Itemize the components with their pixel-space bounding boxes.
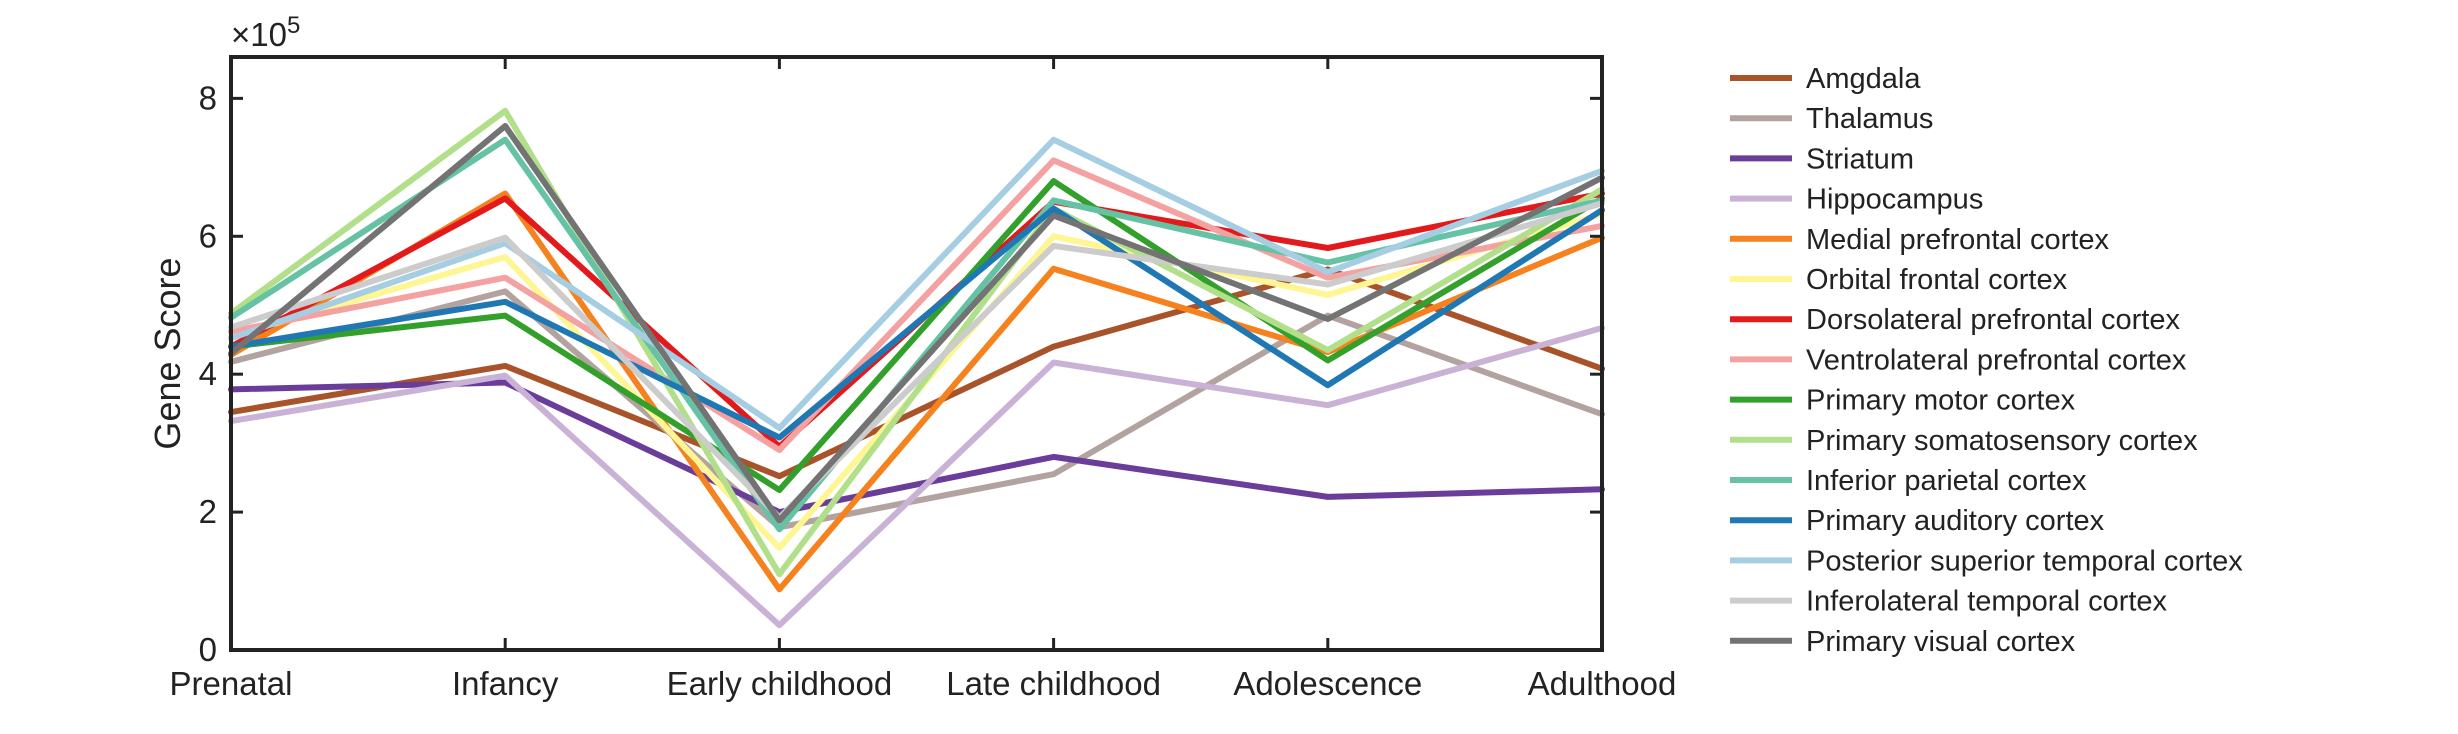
series-line-9 (228, 178, 1605, 493)
y-axis-label: Gene Score (147, 257, 188, 449)
y-tick-label: 0 (199, 631, 217, 668)
x-tick-label: Late childhood (946, 665, 1161, 702)
legend-label: Primary auditory cortex (1806, 505, 2105, 537)
x-tick-label: Early childhood (667, 665, 893, 702)
series-layer (228, 107, 1605, 629)
y-exponent: 5 (287, 12, 300, 39)
legend-label: Inferior parietal cortex (1806, 465, 2087, 497)
y-exponent-label: ×105 (231, 12, 300, 53)
x-tick-label: Adulthood (1528, 665, 1677, 702)
series-line-12 (228, 205, 1605, 441)
series-line-10 (228, 107, 1605, 578)
legend-label: Thalamus (1806, 103, 1933, 135)
legend-label: Inferolateral temporal cortex (1806, 586, 2168, 618)
y-tick-label: 6 (199, 217, 217, 254)
legend: Amgdala Thalamus Striatum Hippocampus Medial… (1730, 63, 2243, 658)
legend-label: Posterior superior temporal cortex (1806, 545, 2243, 577)
x-tick-label: Infancy (452, 665, 559, 702)
axis-ticks: Prenatal Infancy Early childhood Late child… (170, 57, 1677, 702)
legend-label: Dorsolateral prefrontal cortex (1806, 304, 2180, 336)
legend-label: Medial prefrontal cortex (1806, 224, 2110, 256)
legend-label: Primary visual cortex (1806, 626, 2076, 658)
plot-frame (229, 55, 1604, 652)
series-line-1 (228, 266, 1605, 480)
legend-label: Striatum (1806, 143, 1914, 175)
y-tick-label: 2 (199, 493, 217, 530)
series-line-8 (228, 157, 1605, 453)
series-line-13 (228, 136, 1605, 431)
legend-label: Hippocampus (1806, 184, 1983, 216)
series-line-15 (228, 123, 1605, 524)
legend-label: Orbital frontal cortex (1806, 264, 2068, 296)
x-tick-label: Prenatal (170, 665, 293, 702)
y-tick-label: 4 (199, 355, 217, 392)
legend-label: Primary somatosensory cortex (1806, 425, 2198, 457)
legend-label: Primary motor cortex (1806, 385, 2076, 417)
y-multiplier: ×10 (231, 16, 287, 53)
legend-label: Amgdala (1806, 63, 1921, 95)
x-tick-label: Adolescence (1233, 665, 1422, 702)
series-line-4 (228, 325, 1605, 629)
series-line-14 (228, 200, 1605, 521)
y-tick-label: 8 (199, 79, 217, 116)
legend-label: Ventrolateral prefrontal cortex (1806, 344, 2187, 376)
